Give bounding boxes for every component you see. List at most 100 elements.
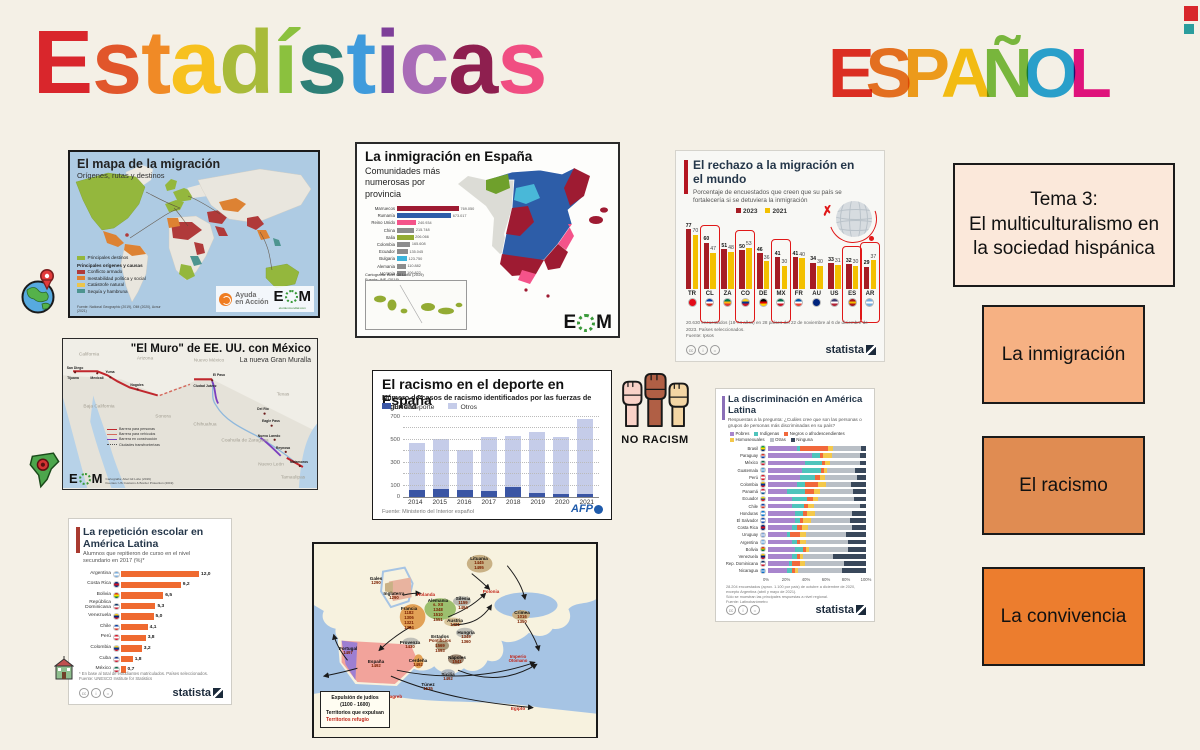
globe-doodle-icon: ✗ [821,187,885,251]
deporte-bar-2021 [577,418,593,497]
discriminacion-row: Chile [722,502,866,510]
repeticion-row: Argentina 12,0 [90,570,211,578]
eom-o-icon [284,290,298,303]
cc-icons: cc i = [686,345,720,355]
repeticion-footnote: * En base al total de estudiantes matric… [79,670,208,682]
repeticion-row: Bolivia 6,5 [96,591,173,599]
accent-bar [76,527,80,553]
topic-box-3[interactable]: La convivencia [982,567,1145,666]
tema-title: Tema 3: [1030,188,1098,210]
expulsion-label: Silesia 1159 1494 [455,596,471,610]
repeticion-row: Cuba 1,8 [99,655,142,663]
expulsion-legend: Expulsión de judíos (1100 - 1600) Territ… [320,691,390,728]
school-icon[interactable] [54,656,74,682]
discriminacion-row: Brasil [722,445,866,452]
rechazo-bar-group-CL: 60 47 CL [699,219,720,323]
discriminacion-row: Venezuela [722,553,866,560]
red-circle-annotation [770,239,791,323]
expulsion-label: Cerdeña 1492 [408,658,428,668]
discriminacion-row: Perú [722,474,866,481]
espana-legend-row: Marruecos 769.050 [374,206,475,211]
repeticion-row: Costa Rica 9,2 [87,581,190,589]
discriminacion-row: Paraguay [722,452,866,460]
no-racism-sticker[interactable]: NO RACISM [614,372,696,446]
continent-pin-icon[interactable] [26,450,64,492]
infographic-mapa-migracion[interactable]: El mapa de la migración Orígenes, rutas … [68,150,320,318]
expulsion-label: España 1492 [367,659,385,669]
espana-legend-row: Alemania 110.882 [377,263,421,269]
expulsion-label: Crimea 1016 1350 [514,610,530,624]
topic-box-1[interactable]: La inmigración [982,305,1145,404]
accent-bar [722,396,725,420]
discriminacion-rows: Brasil Paraguay México Guatemala Perú Colombi… [722,445,866,575]
expulsion-label: Imperio Otomano [508,654,528,664]
rechazo-footnote: 20.630 encuestados (18-74 años) en 28 pa… [686,320,868,338]
flag-CO [740,297,750,307]
expulsion-label: Túnez 1535 [421,682,435,692]
rechazo-bar-group-FR: 41 40 FR [791,219,807,321]
corner-fragment [1184,6,1200,40]
deporte-bar-2018 [505,435,521,497]
expulsion-label: Holanda [416,592,436,597]
red-circle-annotation [842,246,863,323]
raised-fists-icon [622,372,689,428]
deporte-bar-2015 [433,439,449,497]
topic-box-2[interactable]: El racismo [982,436,1145,535]
rechazo-bar-group-US: 33 31 US [826,219,842,321]
espana-title: La inmigración en España [365,149,533,164]
mapa-subtitle: Orígenes, rutas y destinos [77,171,165,180]
discriminacion-subtitle: Respuestas a la pregunta: ¿Cuáles cree q… [728,417,862,429]
discriminacion-row: Rep. Dominicana [722,560,866,567]
espana-legend-row: Ecuador 135.045 [378,249,424,255]
espana-source: Cartografía: Abel Gil Lobo (2019) Fuente… [365,272,424,282]
flag-US [829,297,839,307]
discriminacion-row: Bolivia [722,545,866,553]
tema-box[interactable]: Tema 3: El multiculturalismo en la socie… [953,163,1175,287]
rechazo-bar-group-AU: 34 30 AU [809,219,825,321]
expulsion-label: Francia 1182 1306 1321 1394 [400,606,418,630]
expulsion-label: Portugal 1497 [338,646,358,656]
ayuda-en-accion-logo: Ayuda en Acción [219,292,268,307]
infographic-muro[interactable]: "El Muro" de EE. UU. con México La nueva… [62,338,318,490]
repeticion-row: Chile 4,1 [99,623,157,631]
flag-DE [758,297,768,307]
infographic-repeticion-escolar[interactable]: La repetición escolar en América Latina … [68,518,232,705]
rechazo-title: El rechazo a la migración en el mundo [693,158,855,186]
deporte-subtitle: Número de casos de racismo identificados… [382,393,592,411]
flag-AR [865,297,875,307]
rechazo-chart: 77 70 TR 60 47 CL 51 48 ZA 50 53 CO 46 36 DE 41 30 MX 41 40… [684,219,880,323]
espana-legend: Marruecos 769.050 Rumanía 673.017 Reino Unid… [365,206,475,278]
flag-MX [776,297,786,307]
discriminacion-row: Costa Rica [722,524,866,531]
deporte-bar-2014 [409,442,425,497]
world-map-graphic [70,152,318,316]
cc-icons: cc i = [726,605,760,615]
repeticion-subtitle: Alumnos que repitieron de curso en el ni… [83,551,191,565]
infographic-expulsion-judios[interactable]: Gales 1290 Inglaterra 1290 Holanda Francia 118… [312,542,598,738]
expulsion-label: Polonia [482,589,500,594]
rechazo-bar-group-ZA: 51 48 ZA [720,219,736,321]
statista-mark-icon [213,688,223,698]
infographic-racismo-deporte[interactable]: El racismo en el deporte en España Númer… [372,370,612,520]
repeticion-rows: Argentina 12,0 Costa Rica 9,2 Bolivia 6,5 Repú… [77,569,223,675]
infographic-discriminacion[interactable]: La discriminación en América Latina Resp… [715,388,875,622]
globe-pin-icon[interactable] [18,266,62,316]
rechazo-bar-group-AR: 29 37 AR [859,219,880,323]
mapa-legend: Principales destinos Principales orígenes… [77,255,146,294]
topic-boxes: La inmigración El racismo La convivencia [982,305,1145,698]
repeticion-title: La repetición escolar en América Latina [83,526,204,551]
red-circle-annotation [699,224,720,323]
muro-legend: Barrera para personas Barrera para vehícu… [107,427,160,448]
discriminacion-row: El Salvador [722,517,866,524]
infographic-rechazo-migracion[interactable]: El rechazo a la migración en el mundo Po… [675,150,885,362]
repeticion-row: México 0,7 [95,666,135,674]
expulsion-label: Gales 1290 [369,576,383,586]
infographic-inmigracion-espana[interactable]: La inmigración en España Comunidades más… [355,142,620,338]
repeticion-row: República Dominicana 5,3 [85,600,165,611]
espana-legend-row: Rumanía 673.017 [377,213,467,219]
rechazo-bar-group-DE: 46 36 DE [755,219,771,321]
discriminacion-row: Honduras [722,510,866,517]
discriminacion-row: Colombia [722,481,866,488]
